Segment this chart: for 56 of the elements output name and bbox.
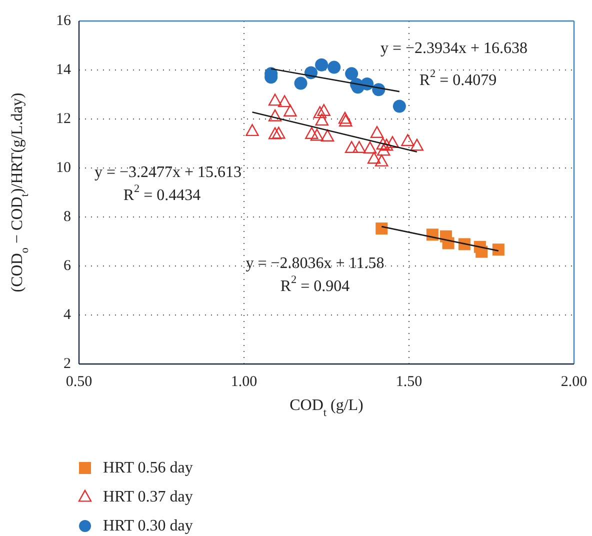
point — [272, 126, 286, 139]
point — [376, 222, 388, 235]
point — [401, 134, 414, 146]
point — [268, 109, 282, 122]
point — [380, 138, 394, 151]
point — [339, 114, 352, 126]
point — [328, 60, 341, 74]
y-tick-label: 16 — [56, 13, 72, 29]
point — [363, 141, 377, 154]
y-tick-label: 14 — [56, 62, 72, 78]
point — [376, 144, 390, 156]
y-tick-label: 12 — [56, 111, 71, 127]
legend-label: HRT 0.37 day — [103, 488, 193, 506]
point — [410, 138, 424, 151]
point — [317, 104, 330, 116]
point — [352, 140, 366, 153]
point — [284, 104, 297, 116]
point — [375, 154, 388, 166]
point — [392, 100, 406, 113]
point — [320, 129, 334, 142]
point — [268, 127, 282, 140]
y-tick-label: 2 — [64, 356, 71, 372]
y-tick-label: 6 — [64, 258, 72, 274]
point — [313, 106, 326, 118]
x-tick-label: 2.00 — [560, 374, 588, 390]
point — [492, 244, 504, 256]
legend-label: HRT 0.30 day — [103, 518, 193, 534]
point — [386, 136, 400, 148]
legend-label: HRT 0.56 day — [103, 460, 193, 476]
annotation: y = −3.2477x + 15.613 — [94, 164, 242, 180]
point — [310, 128, 324, 141]
y-tick-label: 4 — [64, 307, 72, 323]
annotation: y = −2.8036x + 11.58 — [246, 254, 384, 272]
annotation: R$^{2}$ = 0.4434 — [123, 183, 201, 204]
annotation: R$^{2}$ = 0.904 — [280, 274, 350, 294]
annotation: R$^{2}$ = 0.4079 — [419, 68, 497, 88]
x-tick-label: 0.50 — [66, 374, 92, 390]
point — [315, 58, 328, 72]
point — [278, 95, 292, 108]
point — [294, 76, 308, 90]
point — [376, 138, 390, 150]
point — [344, 140, 358, 153]
point — [338, 112, 352, 124]
y-tick-label: 10 — [56, 160, 71, 176]
x-tick-label: 1.50 — [396, 374, 422, 390]
point — [246, 124, 259, 136]
x-axis-title: COD$_{t}$ (g/L) — [290, 397, 364, 419]
annotation: y = −2.3934x + 16.638 — [380, 40, 528, 56]
point — [370, 126, 384, 138]
point — [345, 67, 358, 80]
point — [315, 114, 328, 126]
point — [305, 126, 318, 139]
y-tick-label: 8 — [64, 209, 71, 225]
x-tick-label: 1.00 — [230, 374, 258, 390]
point — [268, 94, 282, 106]
point — [367, 152, 381, 164]
